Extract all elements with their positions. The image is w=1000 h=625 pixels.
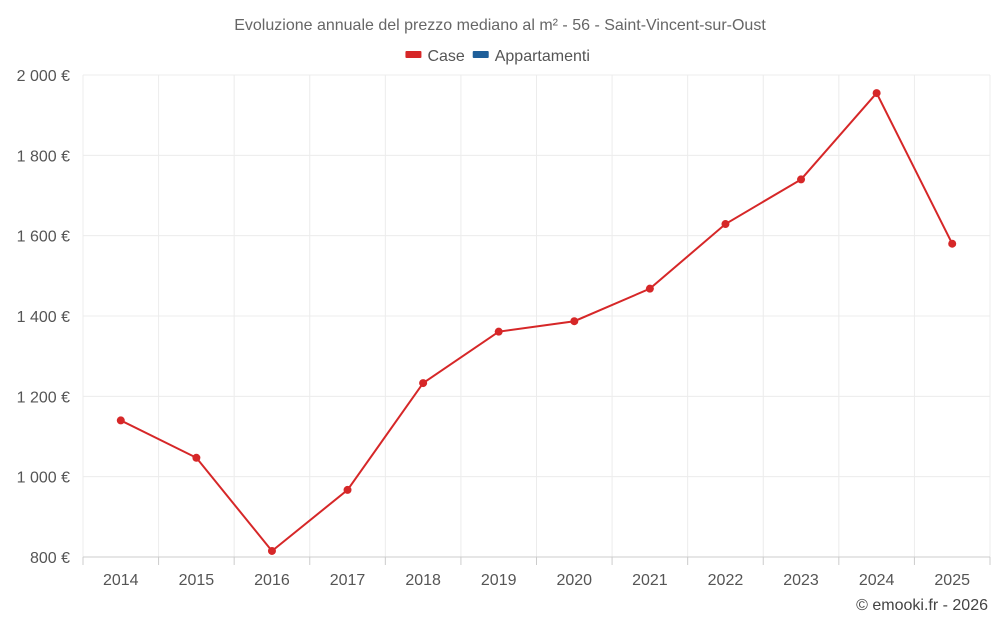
legend: Case Appartamenti: [405, 48, 590, 65]
data-point[interactable]: [872, 89, 881, 98]
x-tick-label: 2025: [934, 572, 970, 589]
x-tick-label: 2019: [481, 572, 517, 589]
legend-swatch-case[interactable]: [405, 51, 422, 58]
x-tick-label: 2021: [632, 572, 668, 589]
y-tick-label: 1 800 €: [17, 148, 70, 165]
data-point[interactable]: [645, 284, 654, 293]
x-tick-label: 2018: [405, 572, 441, 589]
x-tick-label: 2016: [254, 572, 290, 589]
x-tick-label: 2023: [783, 572, 819, 589]
credit-text: © emooki.fr - 2026: [856, 597, 988, 614]
data-point[interactable]: [267, 546, 276, 555]
grid: [82, 74, 991, 557]
legend-label[interactable]: Case: [427, 48, 464, 65]
y-tick-label: 1 600 €: [17, 229, 70, 246]
legend-swatch-appartamenti[interactable]: [472, 51, 489, 58]
axes: 800 € 1 000 € 1 200 € 1 400 € 1 600 € 1 800 €…: [17, 68, 991, 589]
x-tick-label: 2015: [179, 572, 215, 589]
y-tick-label: 1 400 €: [17, 309, 70, 326]
data-point[interactable]: [797, 175, 806, 184]
y-tick-label: 2 000 €: [17, 68, 70, 85]
legend-label[interactable]: Appartamenti: [495, 48, 590, 65]
y-tick-label: 1 200 €: [17, 389, 70, 406]
data-point[interactable]: [419, 379, 428, 388]
y-tick-label: 1 000 €: [17, 470, 70, 487]
data-point[interactable]: [116, 416, 125, 425]
series-line-case: [120, 91, 954, 553]
x-tick-label: 2024: [859, 572, 895, 589]
data-point[interactable]: [192, 453, 201, 462]
data-point[interactable]: [494, 327, 503, 336]
chart-title: Evoluzione annuale del prezzo mediano al…: [234, 17, 766, 34]
x-tick-label: 2022: [708, 572, 744, 589]
series-layer: [116, 89, 957, 555]
x-tick-label: 2020: [556, 572, 592, 589]
y-tick-label: 800 €: [30, 550, 70, 567]
data-point[interactable]: [343, 485, 352, 494]
data-point[interactable]: [721, 220, 730, 229]
x-tick-label: 2017: [330, 572, 366, 589]
x-tick-label: 2014: [103, 572, 139, 589]
data-point[interactable]: [948, 239, 957, 248]
data-point[interactable]: [570, 317, 579, 326]
